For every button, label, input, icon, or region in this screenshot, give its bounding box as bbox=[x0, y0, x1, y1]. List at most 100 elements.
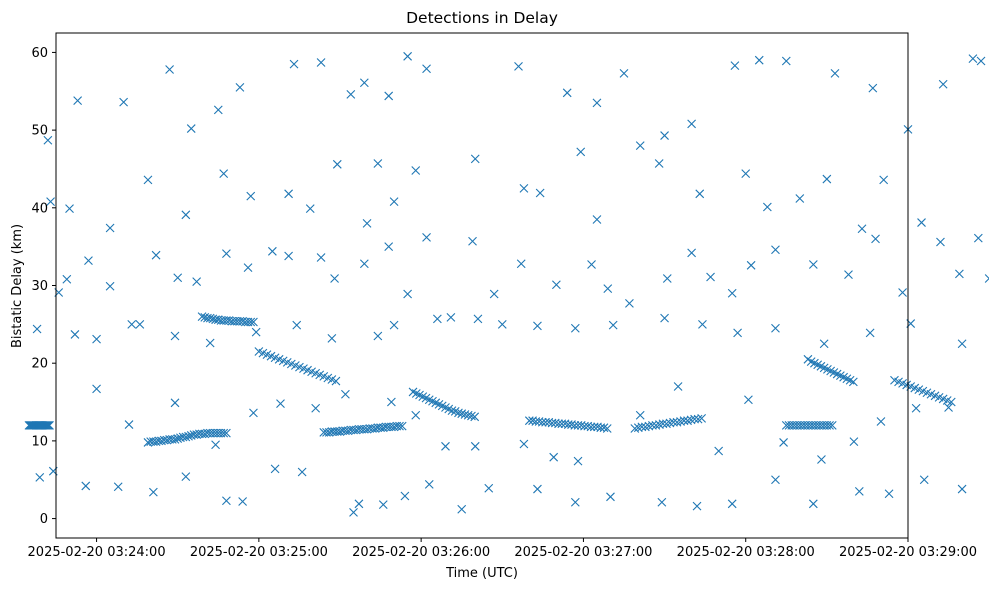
data-point bbox=[687, 119, 697, 129]
y-tick-label: 50 bbox=[31, 124, 48, 139]
data-point bbox=[957, 484, 967, 494]
data-point bbox=[771, 323, 780, 333]
data-point bbox=[822, 174, 832, 184]
data-point bbox=[246, 191, 256, 201]
data-point bbox=[657, 497, 667, 507]
data-point bbox=[411, 166, 421, 175]
data-point bbox=[683, 416, 692, 426]
data-point bbox=[654, 159, 664, 168]
data-point bbox=[32, 324, 42, 334]
data-point bbox=[92, 384, 101, 394]
data-point bbox=[165, 65, 174, 74]
data-point bbox=[640, 422, 650, 432]
data-point bbox=[551, 280, 561, 290]
data-point bbox=[463, 410, 473, 420]
data-point bbox=[384, 91, 394, 101]
data-point bbox=[331, 376, 341, 386]
data-point bbox=[470, 412, 480, 422]
data-point bbox=[422, 64, 431, 74]
data-point bbox=[599, 423, 609, 433]
data-point bbox=[917, 218, 926, 227]
data-point bbox=[857, 224, 867, 234]
y-tick-label: 30 bbox=[31, 279, 48, 294]
data-point bbox=[741, 169, 751, 179]
data-point bbox=[570, 420, 580, 430]
data-point bbox=[105, 223, 115, 233]
data-point bbox=[403, 51, 413, 61]
data-point bbox=[676, 417, 685, 426]
data-point bbox=[844, 270, 853, 280]
data-point bbox=[238, 497, 248, 506]
data-point bbox=[848, 377, 858, 387]
data-points bbox=[24, 51, 989, 517]
data-point bbox=[727, 499, 737, 509]
data-point bbox=[535, 188, 545, 198]
data-point bbox=[460, 410, 470, 419]
data-point bbox=[92, 334, 101, 344]
data-point bbox=[592, 98, 602, 108]
data-point bbox=[608, 320, 618, 330]
data-point bbox=[249, 317, 258, 327]
plot-frame bbox=[55, 32, 909, 539]
data-point bbox=[830, 69, 840, 78]
data-point bbox=[625, 298, 634, 308]
data-point bbox=[533, 321, 542, 331]
data-point bbox=[819, 339, 829, 349]
data-point bbox=[603, 284, 613, 293]
data-point bbox=[213, 105, 223, 115]
data-point bbox=[205, 338, 215, 348]
data-point bbox=[35, 473, 45, 482]
data-point bbox=[779, 438, 788, 447]
data-point bbox=[984, 274, 989, 283]
data-point bbox=[602, 424, 612, 433]
data-point bbox=[795, 194, 805, 203]
data-point bbox=[644, 421, 654, 431]
data-point bbox=[330, 274, 339, 283]
data-point bbox=[648, 420, 657, 430]
data-point bbox=[619, 69, 629, 78]
data-point bbox=[359, 78, 369, 88]
data-point bbox=[311, 403, 321, 413]
data-point bbox=[403, 289, 413, 299]
data-point bbox=[587, 260, 596, 269]
x-tick-label: 2025-02-20 03:25:00 bbox=[190, 545, 328, 560]
data-point bbox=[884, 489, 894, 499]
data-point bbox=[592, 215, 602, 224]
data-point bbox=[181, 472, 191, 482]
data-point bbox=[457, 504, 467, 514]
data-point bbox=[692, 501, 702, 511]
data-point bbox=[219, 169, 229, 179]
data-point bbox=[470, 441, 480, 451]
data-point bbox=[669, 417, 678, 427]
data-point bbox=[706, 272, 715, 282]
data-point bbox=[570, 323, 580, 333]
data-point bbox=[808, 260, 818, 269]
data-point bbox=[686, 415, 696, 425]
data-point bbox=[289, 59, 299, 69]
data-point bbox=[197, 312, 207, 321]
y-tick-label: 60 bbox=[31, 46, 48, 61]
data-point bbox=[808, 499, 818, 509]
data-point bbox=[586, 422, 596, 432]
data-point bbox=[672, 417, 682, 427]
x-tick-label: 2025-02-20 03:27:00 bbox=[514, 545, 652, 560]
data-point bbox=[473, 314, 483, 324]
data-point bbox=[606, 492, 615, 502]
data-point bbox=[554, 419, 563, 429]
data-point bbox=[70, 330, 80, 339]
data-point bbox=[898, 288, 907, 297]
data-point bbox=[446, 312, 456, 322]
data-point bbox=[389, 320, 399, 330]
data-point bbox=[73, 96, 83, 105]
data-point bbox=[170, 398, 180, 408]
data-point bbox=[222, 249, 231, 259]
data-point bbox=[865, 328, 875, 338]
data-point bbox=[973, 233, 983, 243]
data-point bbox=[170, 434, 180, 444]
data-point bbox=[468, 236, 477, 246]
data-point bbox=[754, 55, 764, 65]
data-point bbox=[733, 328, 742, 338]
data-point bbox=[424, 480, 434, 489]
data-point bbox=[378, 500, 388, 509]
